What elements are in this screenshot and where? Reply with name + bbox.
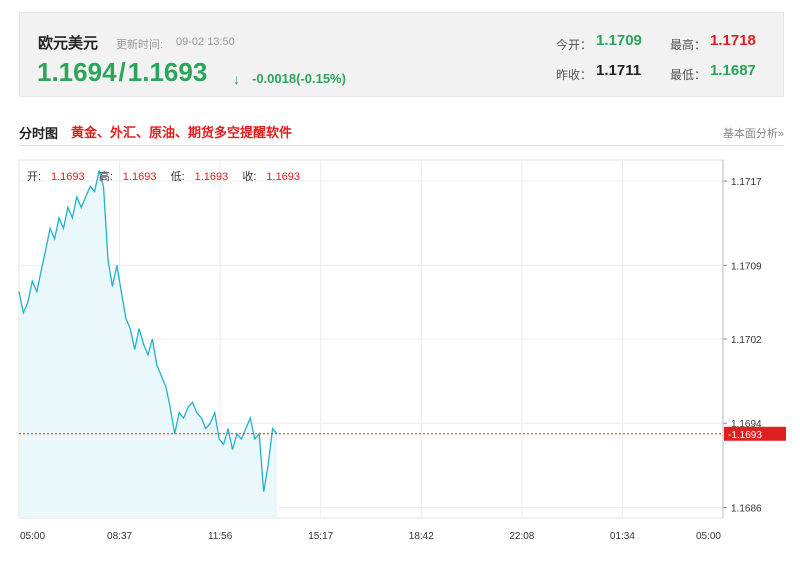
low-value: 1.1687: [710, 62, 756, 79]
ohlc-value: 1.1693: [266, 171, 300, 183]
x-tick-label: 01:34: [610, 531, 635, 542]
ohlc-readout: 开: 1.1693 高: 1.1693 低: 1.1693 收: 1.1693: [27, 169, 300, 183]
prev-close-value: 1.1711: [596, 62, 642, 79]
price-separator: /: [118, 57, 126, 87]
ohlc-value: 1.1693: [195, 171, 229, 183]
quote-panel: 欧元美元 更新时间: 09-02 13:50 1.1694/1.1693 ↓ -…: [19, 12, 784, 97]
ohlc-label: 低:: [171, 170, 185, 183]
intraday-chart[interactable]: 开: 1.1693 高: 1.1693 低: 1.1693 收: 1.1693 05:00 08…: [0, 155, 800, 550]
update-time-label: 更新时间:: [116, 39, 164, 51]
high-label: 最高：: [670, 38, 707, 52]
y-tick-label: 1.1709: [731, 261, 762, 272]
price-line: [18, 170, 278, 492]
prev-close-label: 昨收：: [556, 68, 593, 82]
high-value: 1.1718: [710, 32, 756, 49]
chart-area: [18, 170, 723, 518]
y-tick-label: 1.1702: [731, 335, 762, 346]
y-tick-label: 1.1694: [731, 419, 762, 430]
open-value: 1.1709: [596, 32, 642, 49]
x-tick-label: 05:00: [696, 531, 721, 542]
ohlc-label: 高:: [99, 169, 113, 183]
y-tick-label: 1.1686: [731, 503, 762, 514]
ohlc-label: 开:: [27, 171, 41, 183]
ohlc-value: 1.1693: [51, 171, 85, 183]
x-tick-label: 15:17: [308, 531, 333, 542]
current-price-tag: [724, 426, 786, 441]
bid-price: 1.1694: [37, 57, 117, 87]
down-arrow-icon: ↓: [233, 71, 240, 87]
pair-name: 欧元美元: [38, 35, 99, 52]
price-area-fill: [19, 170, 277, 518]
x-tick-label: 18:42: [409, 531, 434, 542]
y-tick-label: 1.1717: [731, 177, 762, 188]
ask-price: 1.1693: [127, 57, 208, 87]
ohlc-value: 1.1693: [123, 171, 157, 183]
chart-axes: 05:00 08:37 11:56 15:17 18:42 22:08 01:34 05:00…: [20, 160, 786, 542]
intraday-chart-title: 分时图: [19, 126, 59, 141]
open-label: 今开：: [556, 38, 593, 52]
update-time: 09-02 13:50: [176, 36, 235, 48]
ohlc-label: 收:: [242, 169, 256, 183]
price-row: 1.1694/1.1693: [37, 57, 207, 88]
fundamental-analysis-link[interactable]: 基本面分析»: [722, 128, 784, 140]
x-tick-label: 08:37: [107, 531, 132, 542]
current-price-label: -1.1693: [728, 430, 762, 441]
section-divider: [19, 145, 784, 146]
x-tick-label: 11:56: [208, 531, 233, 542]
low-label: 最低：: [670, 68, 707, 82]
price-change: -0.0018(-0.15%): [252, 71, 346, 86]
x-tick-label: 05:00: [20, 531, 45, 542]
x-tick-label: 22:08: [509, 531, 534, 542]
alert-software-link[interactable]: 黄金、外汇、原油、期货多空提醒软件: [71, 125, 293, 140]
